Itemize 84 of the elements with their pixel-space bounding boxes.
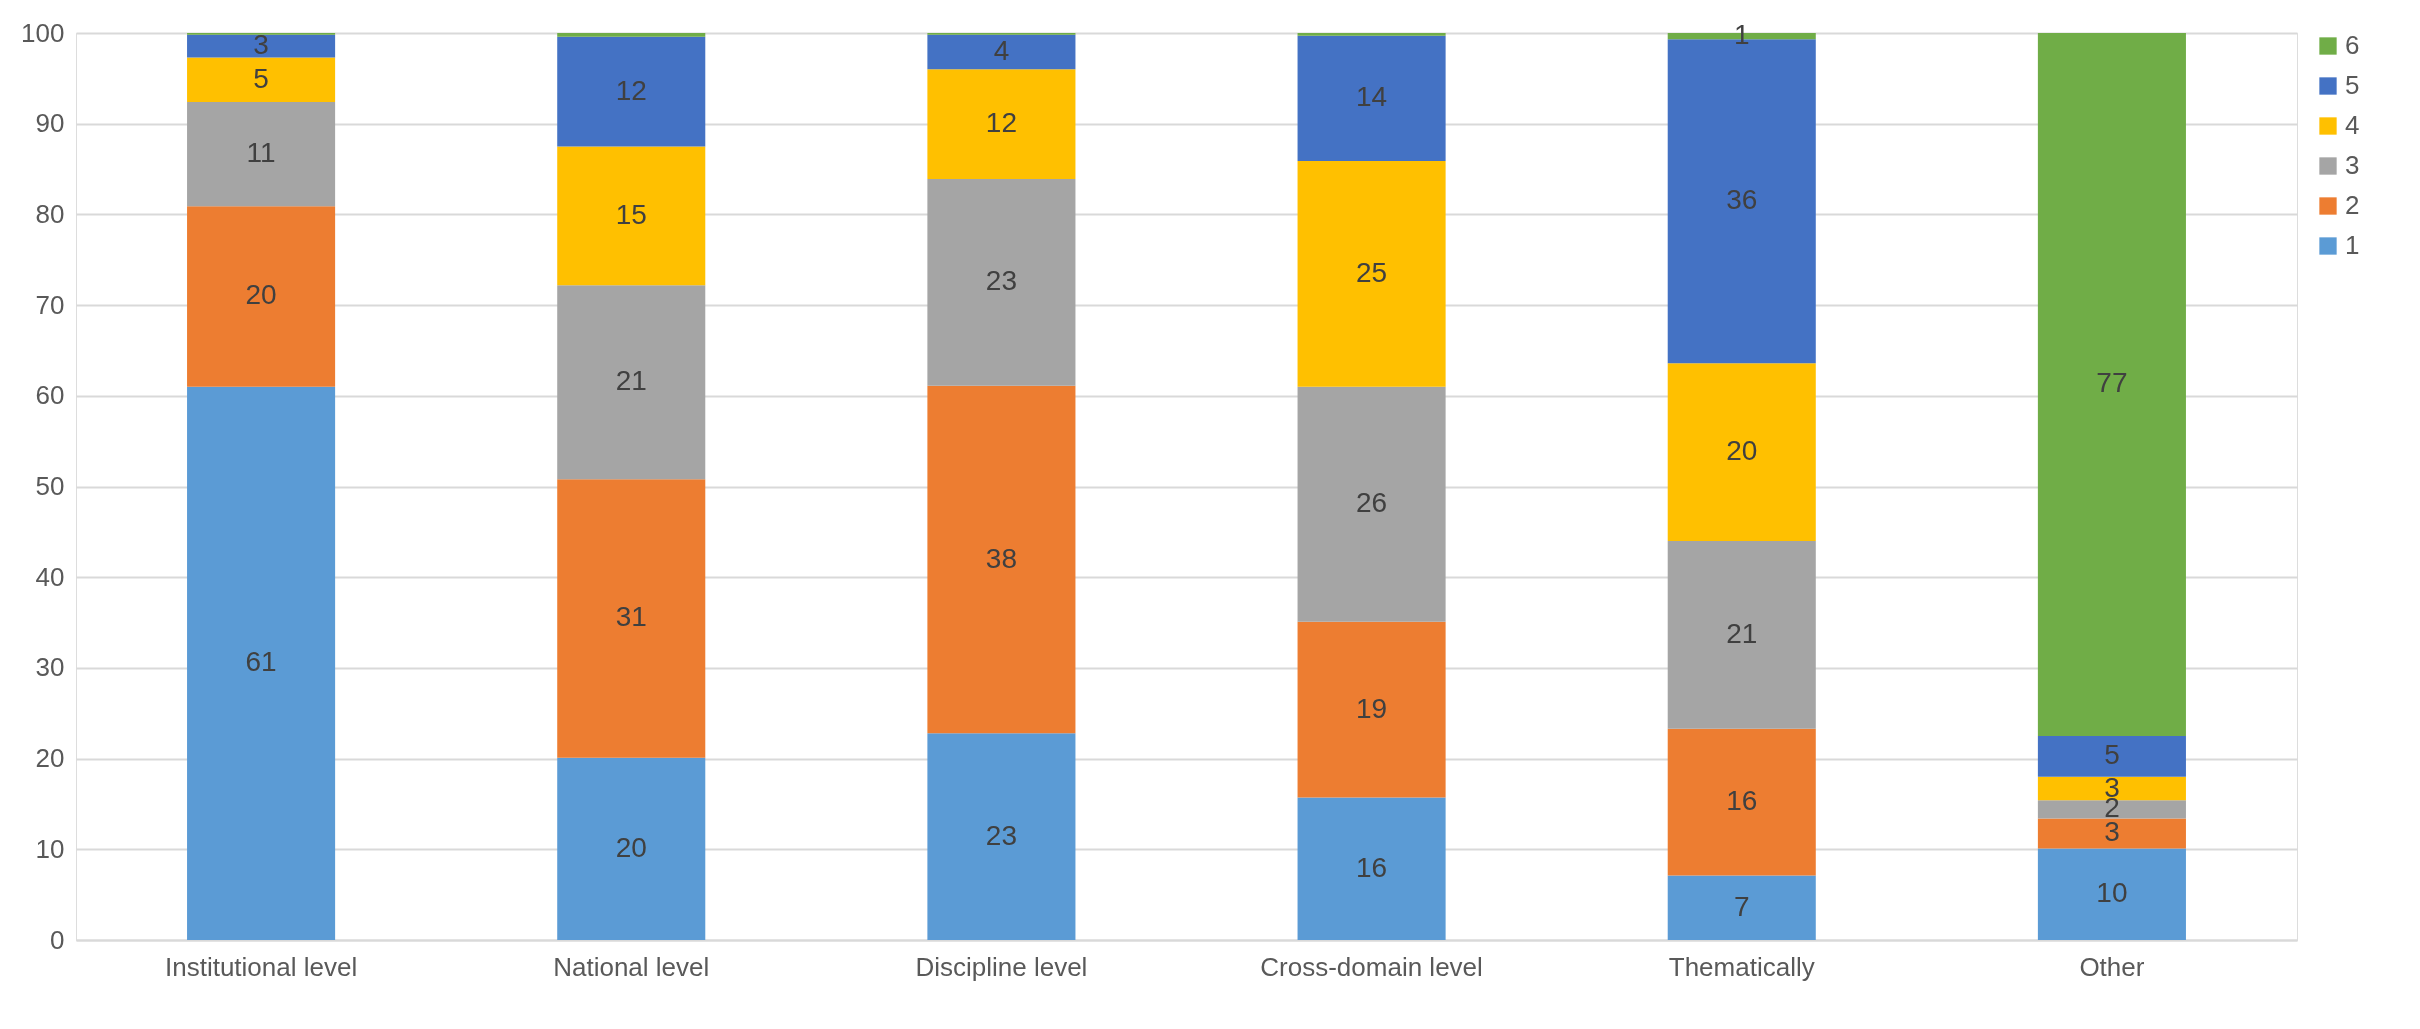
data-label: 14 <box>1356 81 1388 113</box>
bar <box>2037 848 2186 940</box>
x-tick-label: Discipline level <box>915 951 1088 982</box>
bar <box>1297 386 1446 622</box>
data-label: 1 <box>1733 19 1750 51</box>
data-label: 77 <box>2096 367 2128 399</box>
y-tick-label: 70 <box>35 289 65 320</box>
data-label: 5 <box>2104 739 2120 771</box>
legend-label: 6 <box>2345 30 2360 60</box>
data-label: 15 <box>615 198 647 230</box>
x-tick-label: Thematically <box>1668 951 1815 982</box>
y-tick-label: 30 <box>35 652 65 683</box>
bar <box>927 69 1076 180</box>
data-label: 16 <box>1356 851 1388 883</box>
y-tick-label: 40 <box>35 561 65 592</box>
data-label: 36 <box>1726 184 1758 216</box>
data-label: 11 <box>246 137 276 169</box>
x-tick-label: Other <box>2079 951 2145 982</box>
bar <box>2037 818 2186 849</box>
bar <box>927 733 1076 940</box>
bar <box>187 34 336 58</box>
y-tick-label: 90 <box>35 108 65 139</box>
bar <box>1667 540 1816 729</box>
x-tick-label: National level <box>553 951 710 982</box>
bar <box>557 36 706 147</box>
bar <box>927 385 1076 734</box>
y-tick-label: 50 <box>35 471 65 501</box>
y-tick-label: 20 <box>35 743 65 774</box>
x-tick-label: Cross-domain level <box>1260 951 1483 982</box>
legend-label: 4 <box>2345 110 2360 140</box>
bar <box>557 146 706 286</box>
data-label: 3 <box>253 29 269 61</box>
legend-label: 1 <box>2345 230 2360 260</box>
legend-label: 2 <box>2345 190 2360 220</box>
bar <box>1667 728 1816 876</box>
y-tick-label: 100 <box>21 17 65 48</box>
bar <box>187 101 336 207</box>
data-label: 3 <box>2104 816 2120 848</box>
data-label: 7 <box>1733 890 1750 922</box>
bar <box>1667 875 1816 940</box>
data-label: 10 <box>2096 877 2128 909</box>
data-label: 26 <box>1356 487 1388 519</box>
bar <box>557 33 706 37</box>
data-label: 16 <box>1726 785 1758 817</box>
y-tick-label: 60 <box>35 380 65 411</box>
bar <box>1297 797 1446 940</box>
bar <box>187 57 336 102</box>
legend-label: 3 <box>2345 150 2360 180</box>
data-label: 23 <box>985 819 1017 851</box>
data-label: 5 <box>253 62 269 94</box>
bar <box>557 757 706 940</box>
data-label: 31 <box>615 601 647 633</box>
data-label: 38 <box>985 542 1017 574</box>
data-label: 12 <box>615 74 647 106</box>
data-label: 21 <box>615 365 647 397</box>
data-label: 20 <box>1726 435 1758 467</box>
data-label: 20 <box>245 279 277 311</box>
bar <box>2037 800 2186 819</box>
bar <box>187 206 336 387</box>
bar <box>927 179 1076 386</box>
x-tick-label: Institutional level <box>164 951 358 982</box>
data-label: 20 <box>615 831 647 863</box>
data-label: 19 <box>1356 692 1388 724</box>
y-tick-label: 10 <box>35 833 65 864</box>
legend-label: 5 <box>2345 70 2360 100</box>
bar <box>1667 363 1816 541</box>
y-tick-label: 0 <box>50 924 65 955</box>
bar <box>1297 621 1446 798</box>
bar <box>2037 33 2186 736</box>
data-label: 61 <box>245 646 277 678</box>
bar <box>557 285 706 480</box>
data-label: 4 <box>993 35 1010 67</box>
data-label: 12 <box>985 107 1017 139</box>
bar <box>187 386 336 940</box>
y-tick-label: 80 <box>35 198 65 229</box>
bar <box>1297 160 1446 387</box>
bar <box>557 479 706 758</box>
data-label: 25 <box>1356 256 1388 288</box>
data-label: 21 <box>1726 617 1758 649</box>
data-label: 23 <box>985 265 1017 297</box>
bar <box>1297 33 1446 36</box>
bar <box>2037 735 2186 777</box>
bar <box>927 34 1076 70</box>
bar <box>1297 35 1446 161</box>
